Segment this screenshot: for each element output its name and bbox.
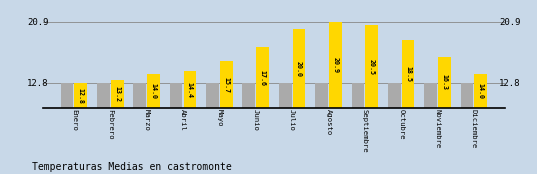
Text: 12.8: 12.8 — [499, 79, 521, 88]
Bar — [220, 61, 233, 174]
Bar — [329, 22, 342, 174]
Bar — [293, 29, 306, 174]
Bar — [170, 83, 183, 174]
Text: 14.0: 14.0 — [150, 83, 156, 99]
Text: 18.5: 18.5 — [405, 66, 411, 82]
Bar — [242, 83, 255, 174]
Bar — [474, 74, 487, 174]
Text: 20.9: 20.9 — [27, 18, 48, 27]
Bar — [279, 83, 292, 174]
Text: 12.8: 12.8 — [27, 79, 48, 88]
Bar — [184, 71, 196, 174]
Text: 20.9: 20.9 — [332, 57, 338, 73]
Text: 20.9: 20.9 — [499, 18, 521, 27]
Bar — [256, 47, 269, 174]
Text: 16.3: 16.3 — [441, 74, 447, 90]
Bar — [315, 83, 328, 174]
Bar — [402, 40, 415, 174]
Text: 12.8: 12.8 — [78, 88, 84, 104]
Bar — [75, 83, 87, 174]
Bar — [97, 83, 110, 174]
Text: 17.6: 17.6 — [259, 70, 266, 86]
Bar — [111, 80, 124, 174]
Text: 15.7: 15.7 — [223, 77, 229, 93]
Bar — [206, 83, 219, 174]
Bar — [61, 83, 74, 174]
Text: 20.0: 20.0 — [296, 61, 302, 77]
Text: 13.2: 13.2 — [114, 86, 120, 102]
Bar — [365, 25, 378, 174]
Bar — [352, 83, 364, 174]
Text: 20.5: 20.5 — [369, 59, 375, 75]
Bar — [133, 83, 146, 174]
Bar — [424, 83, 437, 174]
Text: 14.0: 14.0 — [478, 83, 484, 99]
Bar — [147, 74, 160, 174]
Bar — [388, 83, 401, 174]
Bar — [438, 57, 451, 174]
Text: 14.4: 14.4 — [187, 81, 193, 97]
Bar — [461, 83, 473, 174]
Text: Temperaturas Medias en castromonte: Temperaturas Medias en castromonte — [32, 162, 232, 172]
